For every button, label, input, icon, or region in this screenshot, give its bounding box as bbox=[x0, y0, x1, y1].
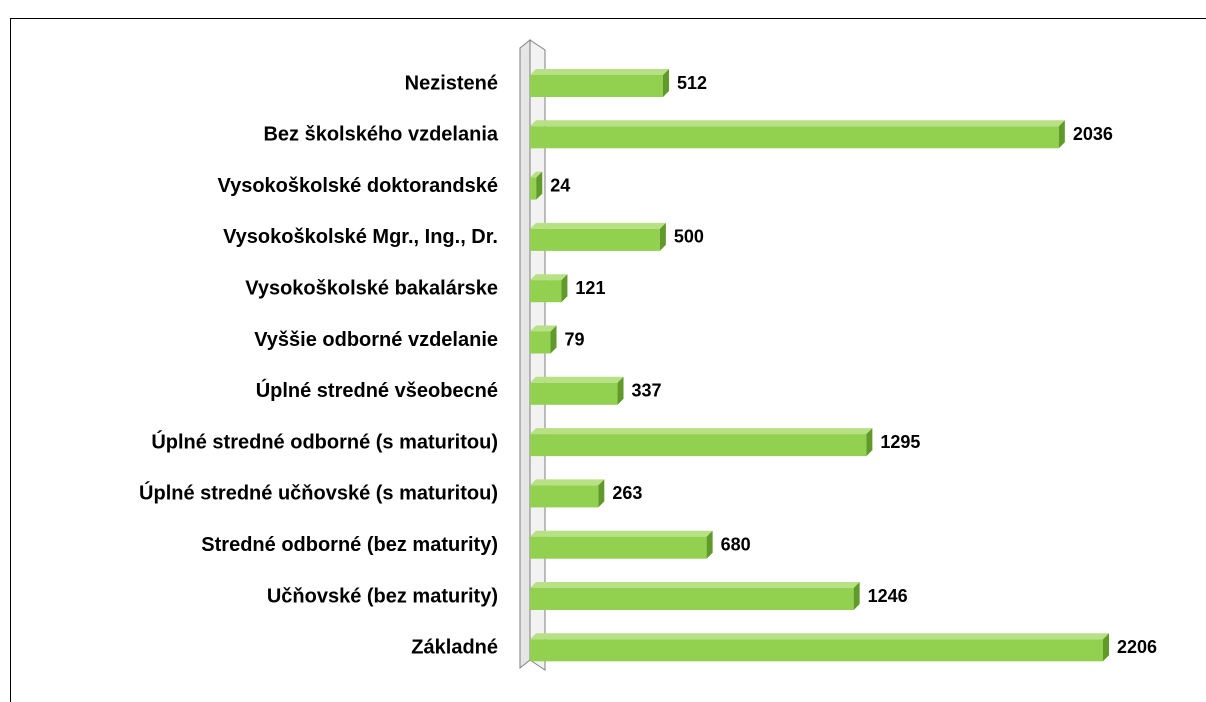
bar bbox=[530, 633, 1109, 662]
value-label: 24 bbox=[550, 175, 570, 195]
category-label: Základné bbox=[411, 637, 498, 659]
category-label: Úplné stredné odborné (s maturitou) bbox=[151, 429, 498, 453]
bar-face bbox=[530, 75, 663, 97]
bar-face bbox=[530, 530, 713, 537]
bar bbox=[530, 582, 860, 610]
category-label: Vysokoškolské Mgr., Ing., Dr. bbox=[223, 226, 498, 248]
bar-face bbox=[530, 274, 568, 281]
bar-face bbox=[659, 222, 666, 251]
bar-face bbox=[530, 376, 624, 383]
bar-face bbox=[561, 274, 568, 303]
bar-face bbox=[662, 69, 669, 97]
bar-face bbox=[530, 382, 618, 405]
bar bbox=[530, 120, 1065, 149]
bar-face bbox=[550, 325, 557, 354]
bar-face bbox=[530, 228, 660, 251]
bar-face bbox=[530, 536, 707, 559]
category-label: Učňovské (bez maturity) bbox=[267, 585, 498, 607]
category-label: Vyššie odborné vzdelanie bbox=[254, 329, 498, 351]
bar bbox=[530, 428, 873, 457]
bar-face bbox=[530, 485, 599, 508]
bar-face bbox=[1058, 120, 1065, 149]
bar bbox=[530, 325, 557, 354]
category-label: Nezistené bbox=[405, 72, 498, 94]
value-label: 500 bbox=[674, 227, 704, 247]
value-label: 2036 bbox=[1073, 124, 1113, 144]
value-label: 337 bbox=[632, 381, 662, 401]
value-label: 680 bbox=[721, 534, 751, 554]
bar bbox=[530, 376, 624, 405]
bar-face bbox=[866, 428, 873, 457]
axis-wall-side bbox=[519, 38, 531, 670]
value-label: 263 bbox=[612, 483, 642, 503]
bar bbox=[530, 530, 713, 559]
bar-face bbox=[530, 331, 551, 354]
bar bbox=[530, 171, 543, 200]
bar-face bbox=[530, 222, 666, 229]
bar-face bbox=[530, 428, 873, 435]
bar-face bbox=[530, 126, 1059, 149]
bar-face bbox=[530, 171, 543, 178]
category-label: Úplné stredné učňovské (s maturitou) bbox=[139, 481, 498, 505]
bar-face bbox=[530, 633, 1109, 640]
bar-face bbox=[530, 588, 854, 610]
bar-face bbox=[536, 171, 543, 200]
bar-face bbox=[530, 69, 669, 75]
value-label: 1295 bbox=[880, 432, 920, 452]
bar-face bbox=[617, 376, 624, 405]
category-label: Bez školského vzdelania bbox=[263, 124, 498, 146]
bar-face bbox=[530, 325, 557, 332]
bar bbox=[530, 69, 669, 97]
bar-face bbox=[706, 530, 713, 559]
bar-face bbox=[530, 280, 562, 303]
category-label: Vysokoškolské bakalárske bbox=[245, 277, 498, 299]
bar-face bbox=[530, 582, 860, 588]
bar-face bbox=[530, 120, 1065, 127]
bar-face bbox=[530, 177, 537, 200]
bar-face bbox=[530, 479, 605, 486]
value-label: 1246 bbox=[868, 586, 908, 606]
value-label: 79 bbox=[565, 329, 585, 349]
bar-face bbox=[530, 434, 867, 457]
value-label: 512 bbox=[677, 73, 707, 93]
value-label: 2206 bbox=[1117, 637, 1157, 657]
bar bbox=[530, 222, 666, 251]
bar-face bbox=[853, 582, 860, 610]
bar-face bbox=[598, 479, 605, 508]
value-label: 121 bbox=[575, 278, 605, 298]
bar bbox=[530, 274, 568, 303]
bar-face bbox=[1103, 633, 1109, 662]
category-label: Úplné stredné všeobecné bbox=[256, 378, 498, 402]
category-label: Vysokoškolské doktorandské bbox=[218, 175, 499, 197]
category-label: Stredné odborné (bez maturity) bbox=[201, 534, 498, 556]
bar-face bbox=[530, 639, 1103, 662]
bar bbox=[530, 479, 605, 508]
